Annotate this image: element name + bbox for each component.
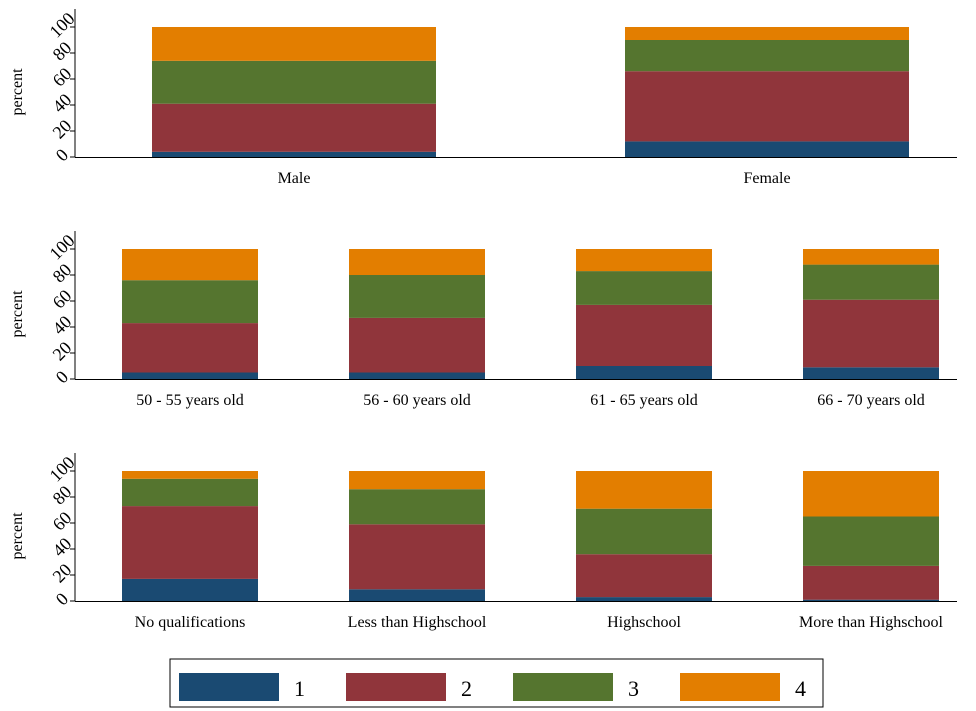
bar-segment: [349, 471, 485, 490]
bar-segment: [152, 60, 436, 104]
bar-segment: [803, 599, 939, 601]
y-tick-label: 60: [49, 64, 76, 91]
x-category-label: 50 - 55 years old: [136, 392, 244, 409]
bar-segment: [122, 249, 258, 281]
y-tick-label: 100: [45, 452, 78, 485]
bar-segment: [349, 249, 485, 275]
x-category-label: No qualifications: [135, 614, 246, 631]
x-category-label: Female: [743, 170, 790, 187]
legend-label: 4: [795, 676, 806, 701]
legend-label: 1: [294, 676, 305, 701]
y-axis-label: percent: [9, 68, 26, 116]
bar-segment: [576, 471, 712, 509]
bar-segment: [576, 271, 712, 305]
x-category-label: 61 - 65 years old: [590, 392, 698, 409]
bar-segment: [803, 249, 939, 265]
y-tick-label: 100: [45, 8, 78, 41]
y-tick-label: 0: [52, 589, 73, 610]
bar-segment: [349, 489, 485, 525]
x-category-label: More than Highschool: [799, 614, 944, 631]
legend-swatch: [179, 673, 279, 701]
y-axis-label: percent: [9, 512, 26, 560]
legend-swatch: [513, 673, 613, 701]
bar-segment: [349, 317, 485, 373]
y-tick-label: 60: [49, 286, 76, 313]
bar-segment: [152, 103, 436, 152]
y-tick-label: 40: [49, 312, 76, 339]
bar-segment: [576, 508, 712, 555]
y-tick-label: 40: [49, 90, 76, 117]
bar-segment: [349, 524, 485, 590]
y-tick-label: 80: [49, 38, 76, 65]
x-category-label: Highschool: [607, 614, 681, 631]
y-tick-label: 80: [49, 482, 76, 509]
bar-segment: [122, 471, 258, 479]
x-category-label: Less than Highschool: [348, 614, 487, 631]
legend-swatch: [680, 673, 780, 701]
bar-segment: [576, 366, 712, 379]
legend-label: 3: [628, 676, 639, 701]
y-tick-label: 20: [49, 560, 76, 587]
bar-segment: [576, 597, 712, 601]
y-tick-label: 0: [52, 145, 73, 166]
bar-segment: [803, 367, 939, 379]
x-category-label: 66 - 70 years old: [817, 392, 925, 409]
bar-segment: [625, 27, 909, 40]
bar-segment: [803, 264, 939, 300]
bar-segment: [122, 578, 258, 601]
x-category-label: Male: [278, 170, 311, 187]
bar-segment: [576, 249, 712, 272]
y-tick-label: 20: [49, 338, 76, 365]
y-tick-label: 20: [49, 116, 76, 143]
y-tick-label: 60: [49, 508, 76, 535]
bar-segment: [576, 554, 712, 598]
bar-segment: [122, 280, 258, 324]
bar-segment: [625, 40, 909, 72]
y-tick-label: 40: [49, 534, 76, 561]
bar-segment: [122, 506, 258, 579]
bar-segment: [122, 478, 258, 507]
bar-segment: [803, 299, 939, 368]
bar-segment: [349, 372, 485, 379]
legend-swatch: [346, 673, 446, 701]
bar-segment: [349, 275, 485, 318]
legend-label: 2: [461, 676, 472, 701]
y-tick-label: 0: [52, 367, 73, 388]
y-axis-label: percent: [9, 290, 26, 338]
bar-segment: [625, 71, 909, 142]
bar-segment: [803, 565, 939, 600]
y-tick-label: 80: [49, 260, 76, 287]
chart-legend: 1 2 3 4: [169, 658, 824, 708]
bar-segment: [625, 141, 909, 157]
bar-segment: [152, 151, 436, 157]
bar-segment: [803, 471, 939, 517]
y-tick-label: 100: [45, 230, 78, 263]
bar-segment: [349, 589, 485, 601]
bar-segment: [803, 516, 939, 566]
bar-segment: [122, 323, 258, 373]
x-category-label: 56 - 60 years old: [363, 392, 471, 409]
bar-segment: [152, 27, 436, 61]
bar-segment: [576, 304, 712, 366]
bar-segment: [122, 372, 258, 379]
